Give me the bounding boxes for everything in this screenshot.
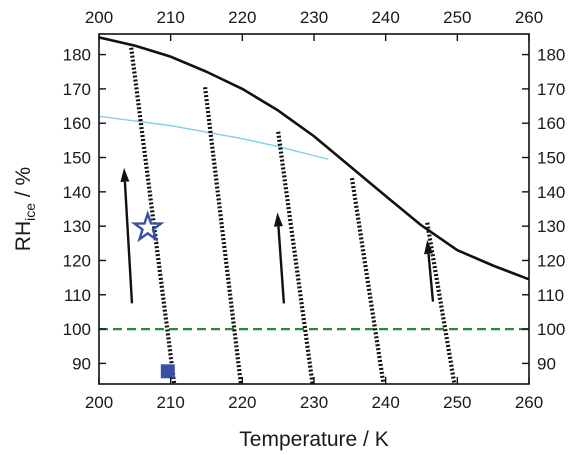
y-tick-label-right-120: 120 [537,251,565,270]
y-axis-label: RHice / % [12,167,38,251]
y-axis-label-sub: ice [22,203,38,221]
y-tick-label-left-120: 120 [63,251,91,270]
y-tick-label-right-110: 110 [537,286,564,305]
y-axis-label-tail: / % [12,167,35,203]
tick-layer [98,34,530,384]
y-tick-label-right-150: 150 [537,149,565,168]
label-layer: 200 200 210 210 220 220 230 230 240 240 250 250 260 2… [63,8,566,412]
x-tick-label-bottom-230: 230 [300,393,328,412]
series-layer [99,36,529,384]
star-marker [130,210,165,243]
y-tick-label-left-110: 110 [64,286,91,305]
x-tick-label-top-210: 210 [156,8,184,27]
series-solid-thick-0 [99,36,529,281]
x-tick-label-top-260: 260 [515,8,543,27]
y-tick-label-left-170: 170 [63,80,91,99]
series-dotted-thick-7 [425,222,457,384]
y-tick-label-right-130: 130 [537,217,565,236]
y-tick-label-left-140: 140 [63,183,91,202]
arrow-layer [120,167,435,304]
y-tick-label-left-130: 130 [63,217,91,236]
series-solid-thin-1 [99,115,329,160]
y-tick-label-left-150: 150 [63,149,91,168]
y-tick-label-right-180: 180 [537,46,565,65]
x-tick-label-top-220: 220 [228,8,256,27]
y-tick-label-right-140: 140 [537,183,565,202]
y-tick-label-right-90: 90 [537,354,556,373]
x-axis-label: Temperature / K [239,428,388,451]
x-tick-label-bottom-240: 240 [371,393,399,412]
y-tick-label-left-180: 180 [63,46,91,65]
arrow-head-1 [273,212,283,227]
arrow-shaft-1 [277,226,286,304]
series-dotted-thick-5 [276,131,315,384]
y-axis-label-main: RH [12,221,35,251]
x-tick-label-top-200: 200 [85,8,113,27]
y-tick-label-right-170: 170 [537,80,565,99]
marker-layer [130,210,175,379]
arrow-shaft-0 [123,181,134,304]
square-marker [160,364,175,379]
x-tick-label-top-230: 230 [300,8,328,27]
series-dotted-thick-4 [202,86,243,384]
x-tick-label-bottom-210: 210 [156,393,184,412]
x-tick-label-bottom-220: 220 [228,393,256,412]
x-tick-label-bottom-250: 250 [443,393,471,412]
y-tick-label-left-100: 100 [63,320,91,339]
arrow-head-0 [120,167,130,183]
y-tick-label-left-160: 160 [63,114,91,133]
series-dotted-thick-6 [349,177,386,384]
y-tick-label-left-90: 90 [72,354,91,373]
x-tick-label-top-240: 240 [371,8,399,27]
x-tick-label-bottom-260: 260 [515,393,543,412]
arrow-head-2 [424,239,434,255]
x-tick-label-bottom-200: 200 [85,393,113,412]
y-tick-label-right-160: 160 [537,114,565,133]
series-dotted-thick-3 [129,47,177,384]
arrow-shaft-2 [427,253,435,302]
x-tick-label-top-250: 250 [443,8,471,27]
y-tick-label-right-100: 100 [537,320,565,339]
